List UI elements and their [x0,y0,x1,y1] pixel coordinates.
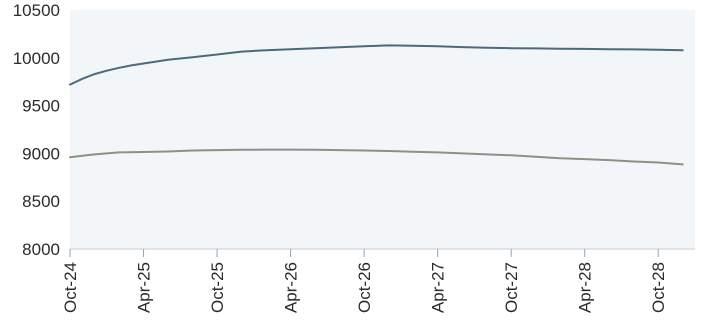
y-tick-label: 9000 [22,144,60,163]
x-tick-label: Apr-26 [282,262,301,313]
x-tick-label: Apr-28 [576,262,595,313]
y-tick-label: 8000 [22,240,60,259]
x-tick-label: Oct-24 [61,262,80,313]
y-axis: 8000 8500 9000 9500 10000 10500 [13,1,60,259]
y-tick-label: 10000 [13,49,60,68]
y-tick-label: 8500 [22,192,60,211]
x-tick-label: Apr-25 [135,262,154,313]
x-axis: Oct-24 Apr-25 Oct-25 Apr-26 Oct-26 Apr-27 Oct-… [61,249,668,313]
x-tick-label: Oct-25 [208,262,227,313]
y-tick-label: 9500 [22,97,60,116]
y-tick-label: 10500 [13,1,60,20]
x-tick-label: Oct-26 [355,262,374,313]
x-tick-label: Oct-27 [502,262,521,313]
x-tick-label: Apr-27 [429,262,448,313]
x-tick-label: Oct-28 [649,262,668,313]
